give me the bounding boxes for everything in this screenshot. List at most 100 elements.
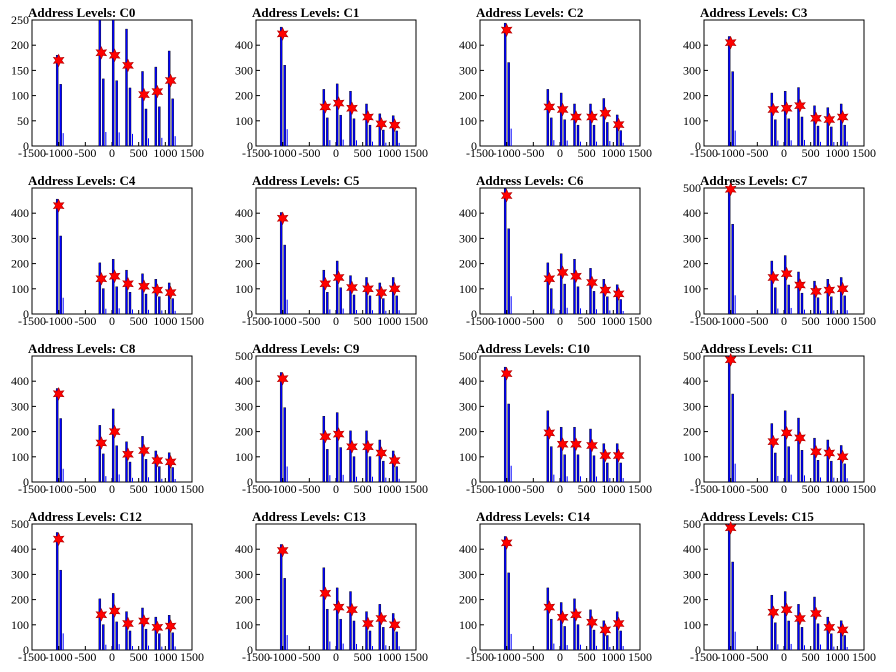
x-tick-label: 1500 [852,314,876,328]
bar [352,118,356,147]
y-tick-label: 200 [11,593,29,607]
data-point-marker [362,439,374,454]
bar [365,430,368,483]
bar [174,478,176,482]
data-point-marker [95,271,108,286]
y-tick-label: 100 [459,282,477,296]
bar [154,450,158,483]
bar [132,133,133,146]
bar [777,140,779,146]
data-point-marker [95,46,108,60]
y-tick-label: 100 [235,282,253,296]
y-tick-label: 0 [247,643,253,657]
panel-c13: Address Levels: C13 0 100 200 300 400 -1500 -10… [224,504,448,672]
bar [118,308,120,314]
x-tick-label: 1000 [377,482,401,496]
x-tick-label: 500 [354,482,372,496]
bar [102,453,105,483]
y-tick-label: 100 [235,114,253,128]
bar [372,310,373,314]
data-point-marker [388,618,401,632]
bar [787,118,790,147]
data-point-marker [823,620,836,635]
bar [398,310,400,314]
y-tick-label: 300 [459,63,477,77]
x-tick-label: -500 [74,314,96,328]
bar [111,593,115,651]
data-point-marker [276,371,289,386]
data-point-marker [724,182,737,197]
bar [385,142,387,146]
data-point-marker [108,48,121,63]
bar [356,643,357,650]
data-point-marker [346,280,358,295]
bar [589,609,592,651]
x-tick-label: -1500 [242,650,270,664]
bar [335,412,339,483]
x-tick-label: 1000 [153,482,177,496]
chart-title: Address Levels: C1 [252,5,360,20]
x-tick-label: 500 [802,482,820,496]
x-tick-label: 0 [557,314,563,328]
bar [553,308,555,314]
x-tick-label: 1000 [377,650,401,664]
bar [546,89,550,147]
y-tick-label: 300 [459,231,477,245]
bar [128,630,132,651]
x-tick-label: 1000 [601,482,625,496]
y-tick-label: 300 [11,231,29,245]
panel-c5: Address Levels: C5 0 100 200 300 400 -1500 -100… [224,168,448,336]
x-tick-label: 1500 [404,650,428,664]
data-point-marker [346,602,358,617]
data-point-marker [332,96,345,110]
y-tick-label: 200 [11,38,29,52]
y-tick-label: 100 [235,618,253,632]
bar [813,280,816,315]
data-point-marker [500,23,513,37]
bar [161,646,163,650]
bar [132,646,133,650]
bar [158,633,161,651]
data-point-marker [346,439,358,454]
bar [804,139,805,146]
y-tick-label: 500 [235,349,253,363]
bar [816,623,820,651]
chart-title: Address Levels: C9 [252,341,360,356]
x-tick-label: 500 [354,146,372,160]
x-tick-label: 1000 [153,146,177,160]
bar [592,455,596,483]
bar [576,286,580,315]
data-point-marker [612,117,625,132]
y-tick-label: 200 [235,89,253,103]
bar [326,292,329,315]
bar [55,198,59,315]
bar [734,631,736,650]
y-tick-label: 0 [23,307,29,321]
bar [830,296,833,315]
bar [580,644,581,650]
bar [507,62,510,147]
bar [141,71,144,147]
chart-svg: 0 100 200 300 400 500 -1500-1000 -500 0 500 1000 15… [683,181,876,328]
bar [335,260,339,315]
bar [580,476,581,482]
bar [365,611,368,651]
bar [839,277,843,315]
x-tick-label: 1000 [377,314,401,328]
y-tick-label: 100 [683,450,701,464]
y-tick-label: 0 [23,475,29,489]
x-tick-label: 1500 [628,314,652,328]
x-tick-label: -1000 [269,314,297,328]
bar [342,643,344,650]
x-tick-label: -500 [522,314,544,328]
bar [161,310,163,314]
x-tick-label: -1500 [690,482,718,496]
bar [378,604,382,651]
x-tick-label: -1000 [269,650,297,664]
panel-c0: Address Levels: C0 0 50 100 150 200 250 -1500 -1… [0,0,224,168]
x-tick-label: -500 [74,482,96,496]
chart-svg: 0 100 200 300 400 -1500-1000 -500 0 500 1000 1500 [235,19,428,160]
data-point-marker [556,437,569,451]
bar [833,477,835,482]
bar [770,594,774,651]
